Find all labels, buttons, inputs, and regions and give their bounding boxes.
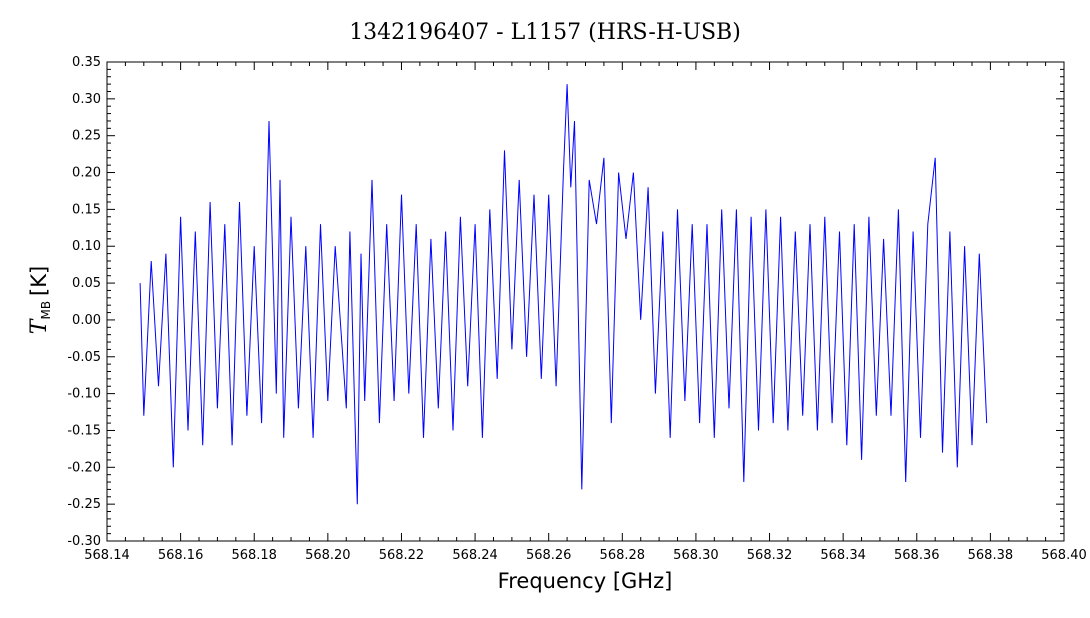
y-tick-label: -0.25: [67, 497, 101, 512]
y-tick-label: -0.05: [67, 350, 101, 365]
x-tick-label: 568.34: [820, 548, 866, 563]
x-axis-ticks: 568.14 568.16 568.18 568.20 568.22 568.24 568.…: [84, 62, 1087, 563]
x-tick-label: 568.36: [894, 548, 940, 563]
y-tick-label: 0.15: [72, 202, 101, 217]
y-tick-label: -0.10: [67, 387, 101, 402]
x-tick-label: 568.24: [452, 548, 498, 563]
x-tick-label: 568.38: [968, 548, 1014, 563]
spectrum-series: [139, 84, 988, 505]
y-tick-label: 0.00: [72, 313, 101, 328]
y-axis-symbol: T: [27, 317, 52, 334]
chart-title: 1342196407 - L1157 (HRS-H-USB): [349, 20, 741, 45]
x-tick-label: 568.28: [600, 548, 646, 563]
y-tick-label: 0.20: [72, 166, 101, 181]
y-tick-label: 0.25: [72, 129, 101, 144]
spectrum-line: [139, 84, 988, 505]
x-tick-label: 568.22: [379, 548, 425, 563]
y-axis-label: TMB [K]: [27, 266, 53, 334]
x-tick-label: 568.14: [84, 548, 130, 563]
svg-text:TMB[K]: TMB [K]: [27, 266, 53, 334]
x-axis-label: Frequency [GHz]: [498, 569, 673, 593]
y-axis-ticks: -0.30 -0.25 -0.20 -0.15 -0.10 -0.05 0.00 0.05 0.…: [67, 55, 1064, 549]
y-tick-label: 0.35: [72, 55, 101, 70]
y-tick-label: 0.30: [72, 92, 101, 107]
y-axis-unit: [K]: [27, 266, 51, 296]
y-tick-label: 0.10: [72, 239, 101, 254]
y-axis-subscript: MB: [39, 301, 53, 320]
x-tick-label: 568.16: [158, 548, 204, 563]
x-tick-label: 568.30: [673, 548, 719, 563]
y-tick-label: -0.15: [67, 423, 101, 438]
x-tick-label: 568.40: [1041, 548, 1087, 563]
plot-frame: [106, 61, 1065, 542]
x-tick-label: 568.26: [526, 548, 572, 563]
x-tick-label: 568.18: [231, 548, 277, 563]
y-tick-label: -0.30: [67, 534, 101, 549]
y-tick-label: -0.20: [67, 460, 101, 475]
y-tick-label: 0.05: [72, 276, 101, 291]
x-tick-label: 568.32: [747, 548, 793, 563]
x-tick-label: 568.20: [305, 548, 351, 563]
